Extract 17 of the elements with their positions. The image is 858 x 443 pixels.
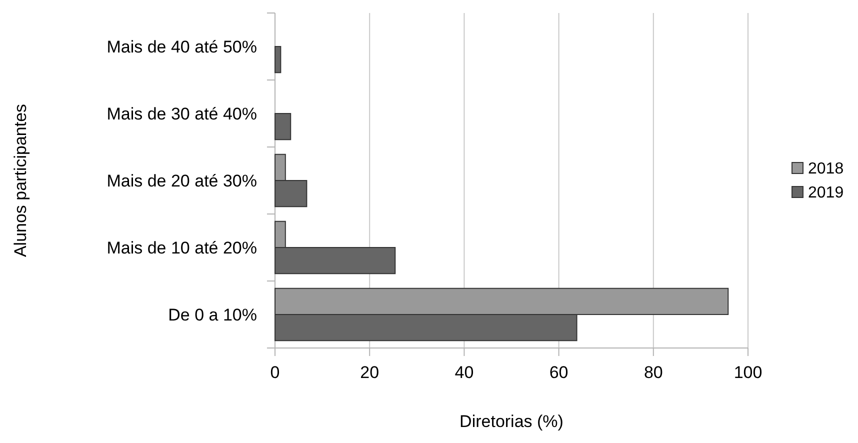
x-tick-label: 20 — [360, 363, 380, 382]
legend-label: 2018 — [808, 160, 844, 178]
x-tick-label: 60 — [549, 363, 568, 382]
x-tick-label: 0 — [270, 363, 280, 382]
y-tick-label: Mais de 30 até 40% — [106, 104, 257, 124]
bar — [274, 46, 282, 74]
y-tick-label: Mais de 40 até 50% — [106, 38, 257, 56]
x-tick-label: 80 — [644, 363, 663, 382]
x-tick-label: 40 — [454, 363, 474, 382]
x-tick-label: 100 — [734, 363, 762, 382]
y-axis-title: Alunos participantes — [11, 104, 30, 258]
y-tick-label: Mais de 10 até 20% — [106, 238, 257, 258]
bar — [274, 113, 292, 140]
legend-label: 2019 — [808, 184, 844, 202]
x-axis-title: Diretorias (%) — [460, 412, 564, 431]
y-tick-label: De 0 a 10% — [168, 306, 257, 324]
y-tick-label: Mais de 20 até 30% — [106, 172, 257, 190]
